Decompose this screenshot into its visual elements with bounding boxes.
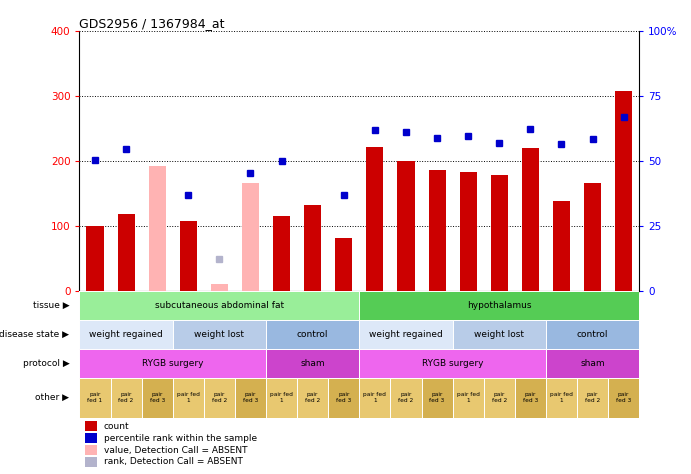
Text: pair
fed 3: pair fed 3 [243, 392, 258, 403]
Bar [546, 378, 577, 418]
Text: weight lost: weight lost [194, 330, 245, 339]
Bar [577, 378, 608, 418]
Text: subcutaneous abdominal fat: subcutaneous abdominal fat [155, 301, 284, 310]
Bar [453, 320, 546, 349]
Text: count: count [104, 422, 129, 431]
Text: other ▶: other ▶ [35, 393, 69, 402]
Text: pair
fed 2: pair fed 2 [585, 392, 600, 403]
Bar [491, 175, 508, 292]
Bar [484, 378, 515, 418]
Text: weight regained: weight regained [369, 330, 443, 339]
Text: protocol ▶: protocol ▶ [23, 359, 69, 368]
Bar [79, 378, 111, 418]
Bar [211, 283, 228, 292]
Bar [266, 349, 359, 378]
FancyBboxPatch shape [85, 433, 97, 443]
Text: RYGB surgery: RYGB surgery [422, 359, 484, 368]
Text: weight regained: weight regained [89, 330, 163, 339]
Bar [359, 378, 390, 418]
Bar [79, 320, 173, 349]
Bar [297, 378, 328, 418]
Bar [204, 378, 235, 418]
Text: pair
fed 2: pair fed 2 [211, 392, 227, 403]
Bar [359, 292, 639, 320]
Text: pair fed
1: pair fed 1 [550, 392, 573, 403]
Bar [397, 161, 415, 292]
Bar [515, 378, 546, 418]
Bar [117, 215, 135, 292]
Bar [173, 320, 266, 349]
FancyBboxPatch shape [85, 421, 97, 431]
Text: control: control [577, 330, 608, 339]
Bar [522, 148, 539, 292]
Text: sham: sham [580, 359, 605, 368]
Text: pair fed
1: pair fed 1 [177, 392, 200, 403]
Text: pair
fed 2: pair fed 2 [305, 392, 321, 403]
Text: pair
fed 3: pair fed 3 [522, 392, 538, 403]
Bar [149, 165, 166, 292]
Text: rank, Detection Call = ABSENT: rank, Detection Call = ABSENT [104, 457, 243, 466]
Text: percentile rank within the sample: percentile rank within the sample [104, 434, 256, 443]
Bar [235, 378, 266, 418]
Bar [546, 320, 639, 349]
Text: hypothalamus: hypothalamus [467, 301, 531, 310]
Text: pair fed
1: pair fed 1 [457, 392, 480, 403]
Bar [273, 216, 290, 292]
Bar [428, 170, 446, 292]
Text: pair
fed 2: pair fed 2 [118, 392, 134, 403]
Text: RYGB surgery: RYGB surgery [142, 359, 204, 368]
Text: weight lost: weight lost [474, 330, 524, 339]
Text: pair
fed 3: pair fed 3 [336, 392, 352, 403]
Text: pair
fed 3: pair fed 3 [616, 392, 632, 403]
Text: tissue ▶: tissue ▶ [32, 301, 69, 310]
Bar [242, 182, 259, 292]
Bar [615, 91, 632, 292]
Bar [335, 238, 352, 292]
Text: pair
fed 3: pair fed 3 [149, 392, 165, 403]
Bar [142, 378, 173, 418]
Text: sham: sham [301, 359, 325, 368]
Bar [422, 378, 453, 418]
Text: pair
fed 2: pair fed 2 [491, 392, 507, 403]
Bar [173, 378, 204, 418]
Bar [79, 292, 359, 320]
Bar [266, 320, 359, 349]
Bar [584, 183, 601, 292]
Bar [304, 205, 321, 292]
Bar [390, 378, 422, 418]
FancyBboxPatch shape [85, 445, 97, 455]
Bar [460, 172, 477, 292]
Bar [453, 378, 484, 418]
Bar [328, 378, 359, 418]
Bar [86, 226, 104, 292]
Text: control: control [297, 330, 328, 339]
Bar [359, 349, 546, 378]
Bar [266, 378, 297, 418]
Bar [366, 147, 384, 292]
Bar [359, 320, 453, 349]
FancyBboxPatch shape [85, 457, 97, 467]
Text: pair
fed 1: pair fed 1 [88, 392, 102, 403]
Text: disease state ▶: disease state ▶ [0, 330, 69, 339]
Bar [546, 349, 639, 378]
Text: pair fed
1: pair fed 1 [363, 392, 386, 403]
Text: pair
fed 3: pair fed 3 [429, 392, 445, 403]
Bar [608, 378, 639, 418]
Bar [79, 349, 266, 378]
Bar [180, 221, 197, 292]
Bar [111, 378, 142, 418]
Bar [553, 201, 570, 292]
Text: value, Detection Call = ABSENT: value, Detection Call = ABSENT [104, 446, 247, 455]
Text: pair fed
1: pair fed 1 [270, 392, 293, 403]
Text: pair
fed 2: pair fed 2 [398, 392, 414, 403]
Text: GDS2956 / 1367984_at: GDS2956 / 1367984_at [79, 17, 225, 30]
